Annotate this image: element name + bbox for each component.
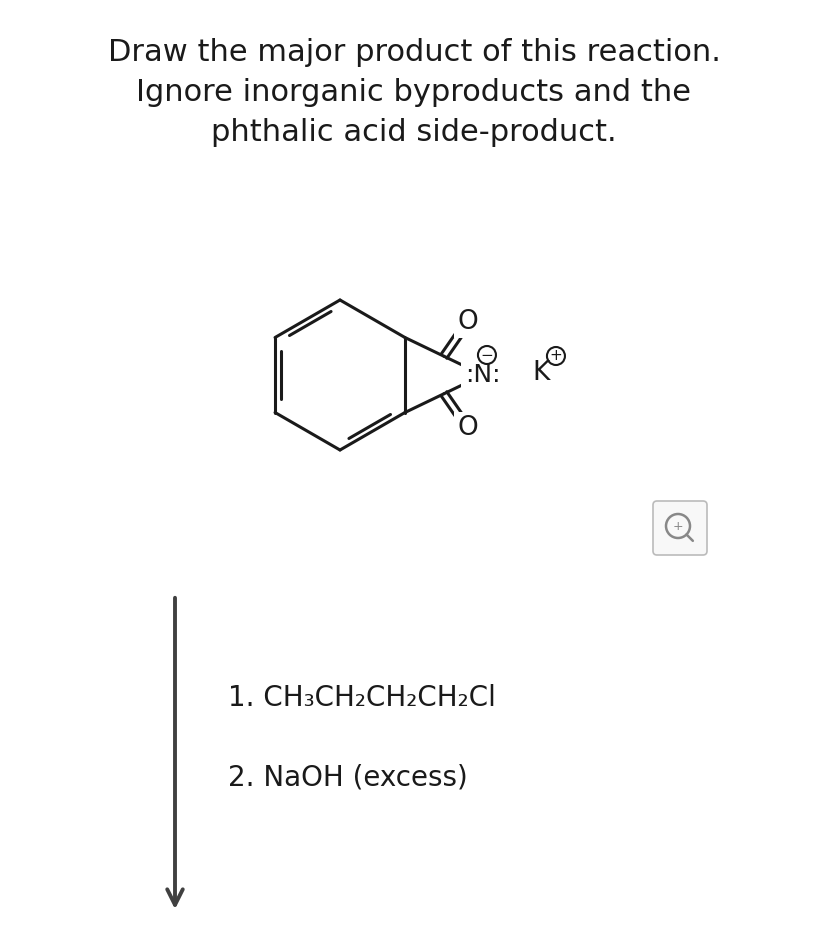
Text: 2. NaOH (excess): 2. NaOH (excess) — [227, 764, 467, 792]
Text: −: − — [480, 348, 493, 363]
Text: O: O — [457, 309, 478, 334]
Text: :N:: :N: — [465, 363, 500, 387]
Text: Draw the major product of this reaction.: Draw the major product of this reaction. — [108, 38, 719, 67]
Text: Ignore inorganic byproducts and the: Ignore inorganic byproducts and the — [136, 78, 691, 107]
Text: O: O — [457, 415, 478, 441]
FancyBboxPatch shape — [653, 501, 706, 555]
Text: 1. CH₃CH₂CH₂CH₂Cl: 1. CH₃CH₂CH₂CH₂Cl — [227, 684, 495, 712]
Text: +: + — [672, 520, 682, 533]
Text: +: + — [549, 349, 562, 364]
Text: K: K — [532, 360, 549, 386]
Text: phthalic acid side-product.: phthalic acid side-product. — [211, 118, 616, 147]
